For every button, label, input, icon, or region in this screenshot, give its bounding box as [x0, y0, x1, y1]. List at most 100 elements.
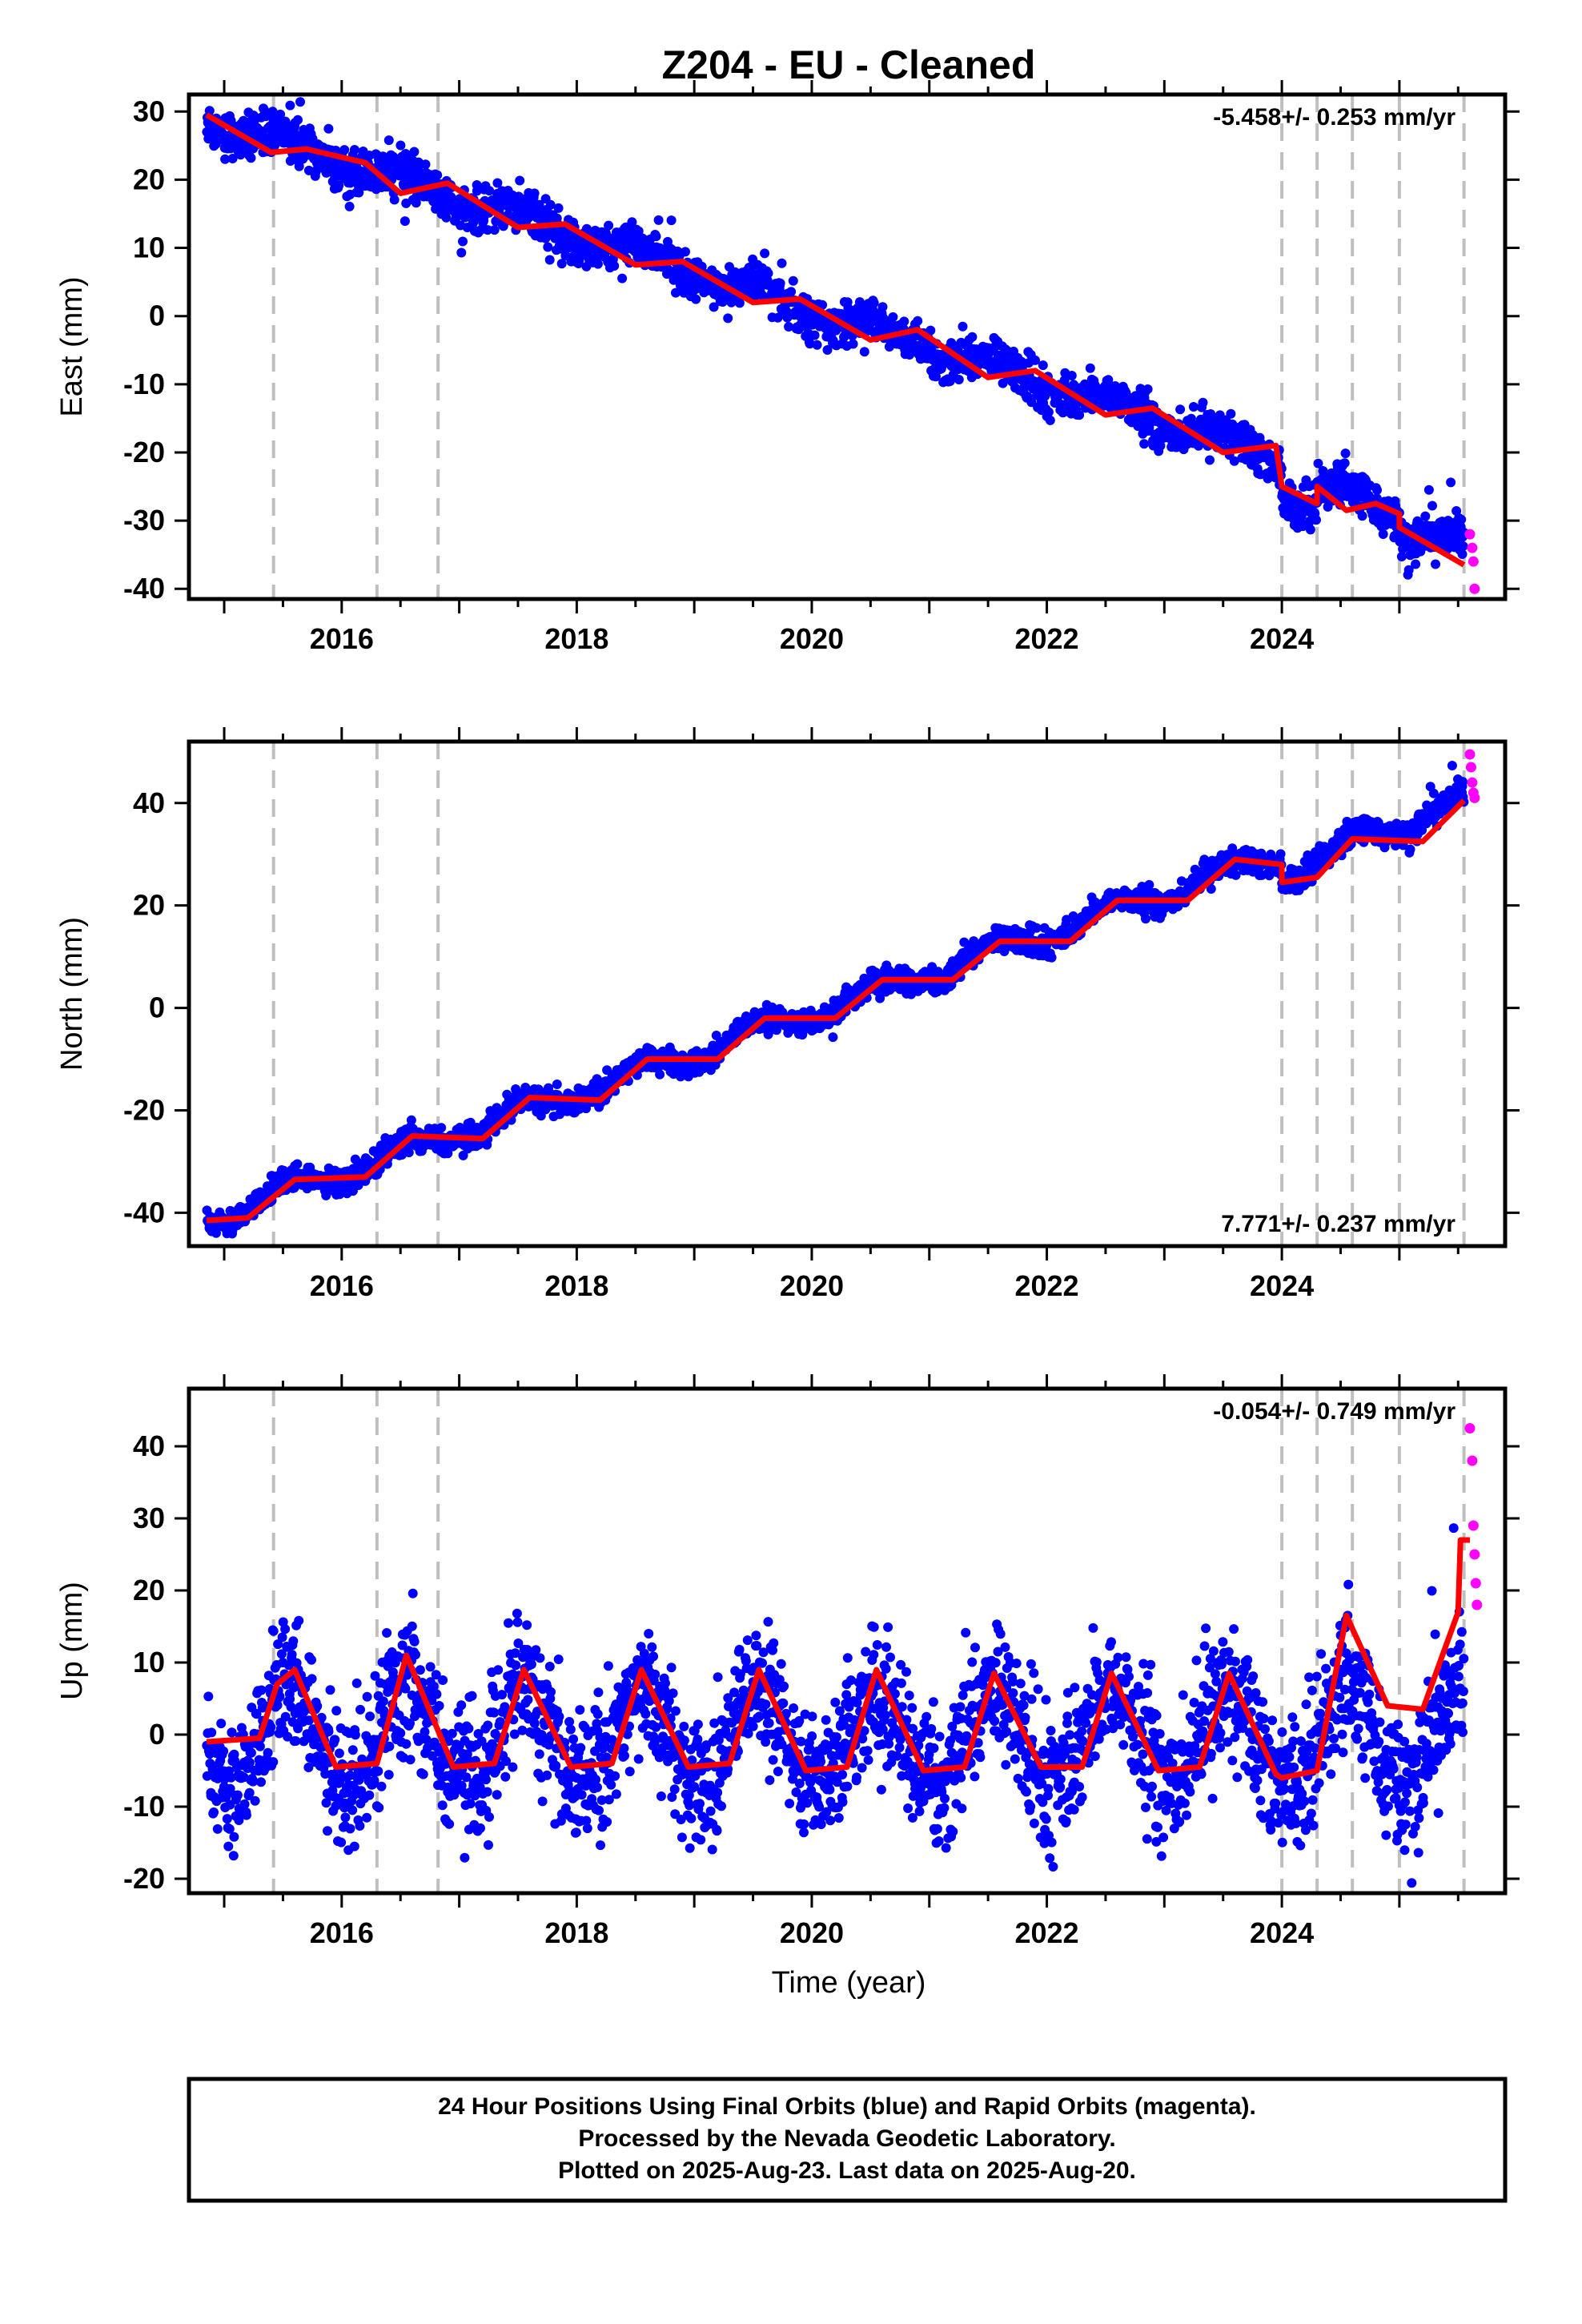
x-tick-label: 2020	[780, 622, 844, 655]
final-points	[202, 97, 1469, 580]
final-point	[235, 150, 246, 160]
final-point	[441, 212, 452, 223]
final-point	[409, 147, 420, 157]
final-point	[709, 302, 719, 312]
final-point	[954, 375, 964, 384]
final-point	[805, 339, 815, 349]
final-point	[529, 188, 540, 199]
final-point	[1031, 923, 1042, 933]
final-point	[553, 203, 564, 213]
final-point	[1198, 397, 1208, 408]
final-point	[1139, 439, 1150, 449]
final-point	[828, 1032, 838, 1043]
final-point	[877, 302, 888, 312]
chart-title: Z204 - EU - Cleaned	[662, 42, 1036, 87]
final-point	[323, 123, 334, 134]
final-point	[931, 372, 941, 382]
final-point	[653, 215, 664, 225]
y-tick-label: 30	[133, 94, 165, 127]
final-point	[1396, 552, 1407, 561]
final-point	[651, 231, 661, 242]
final-point	[763, 268, 773, 279]
final-point	[899, 316, 909, 327]
final-point	[227, 154, 238, 163]
final-point	[295, 97, 305, 107]
y-tick-label: -20	[123, 436, 165, 468]
final-point	[822, 345, 833, 355]
final-points	[202, 761, 1469, 1239]
final-point	[1311, 515, 1321, 525]
final-point	[1038, 360, 1048, 371]
final-point	[344, 201, 355, 211]
final-point	[967, 332, 978, 342]
final-point	[420, 159, 431, 170]
y-tick-label: -30	[123, 504, 165, 537]
final-point	[220, 154, 231, 164]
final-point	[681, 247, 690, 257]
final-point	[1206, 884, 1216, 894]
final-point	[285, 100, 295, 111]
final-point	[383, 135, 394, 146]
final-point	[926, 325, 936, 336]
final-point	[1431, 559, 1440, 569]
final-point	[734, 298, 745, 308]
final-point	[875, 993, 885, 1003]
final-point	[1275, 849, 1286, 859]
final-point	[1059, 375, 1070, 385]
final-point	[1403, 565, 1414, 575]
final-point	[515, 175, 525, 186]
final-point	[1141, 914, 1150, 924]
final-point	[275, 109, 286, 119]
plot-area	[202, 742, 1480, 1246]
final-point	[604, 220, 614, 231]
final-point	[246, 153, 256, 163]
final-point	[404, 1148, 414, 1158]
final-point	[777, 258, 787, 268]
final-point	[1066, 371, 1077, 380]
final-point	[848, 339, 858, 349]
final-point	[211, 1228, 221, 1238]
plot-frame	[187, 92, 1508, 601]
final-point	[869, 298, 879, 308]
y-tick-label: -40	[123, 572, 165, 605]
final-point	[1226, 408, 1236, 419]
final-point	[1043, 407, 1054, 417]
final-point	[784, 322, 794, 332]
final-point	[1457, 549, 1468, 559]
final-point	[691, 294, 701, 304]
final-point	[292, 1159, 303, 1169]
final-point	[788, 275, 798, 286]
final-point	[913, 316, 923, 326]
x-tick-label: 2016	[310, 622, 374, 655]
rate-label: -5.458+/- 0.253 mm/yr	[1213, 104, 1456, 131]
final-point	[1427, 501, 1437, 511]
final-point	[627, 217, 637, 227]
final-point	[261, 111, 271, 122]
rapid-point	[1467, 542, 1478, 553]
final-point	[1190, 864, 1200, 875]
panel-east: 2016 2018 2020 2022 20243020100-10-20-30-40E…	[55, 80, 1520, 655]
final-point	[436, 1123, 447, 1133]
final-point	[859, 347, 869, 357]
final-point	[544, 255, 555, 265]
final-point	[432, 170, 443, 180]
y-axis-label: East (mm)	[55, 276, 89, 416]
final-point	[1357, 511, 1367, 521]
final-point	[400, 216, 410, 227]
rapid-point	[1464, 529, 1476, 540]
final-point	[809, 330, 820, 340]
y-tick-label: 0	[149, 300, 165, 332]
y-tick-label: -10	[123, 368, 165, 400]
final-point	[666, 215, 677, 226]
final-point	[1423, 485, 1434, 495]
final-point	[1340, 448, 1351, 459]
final-point	[1155, 440, 1166, 451]
final-point	[592, 259, 603, 269]
final-point	[552, 1080, 562, 1089]
final-point	[1205, 455, 1215, 465]
final-point	[1144, 879, 1154, 890]
final-point	[389, 195, 400, 205]
final-point	[609, 261, 620, 271]
